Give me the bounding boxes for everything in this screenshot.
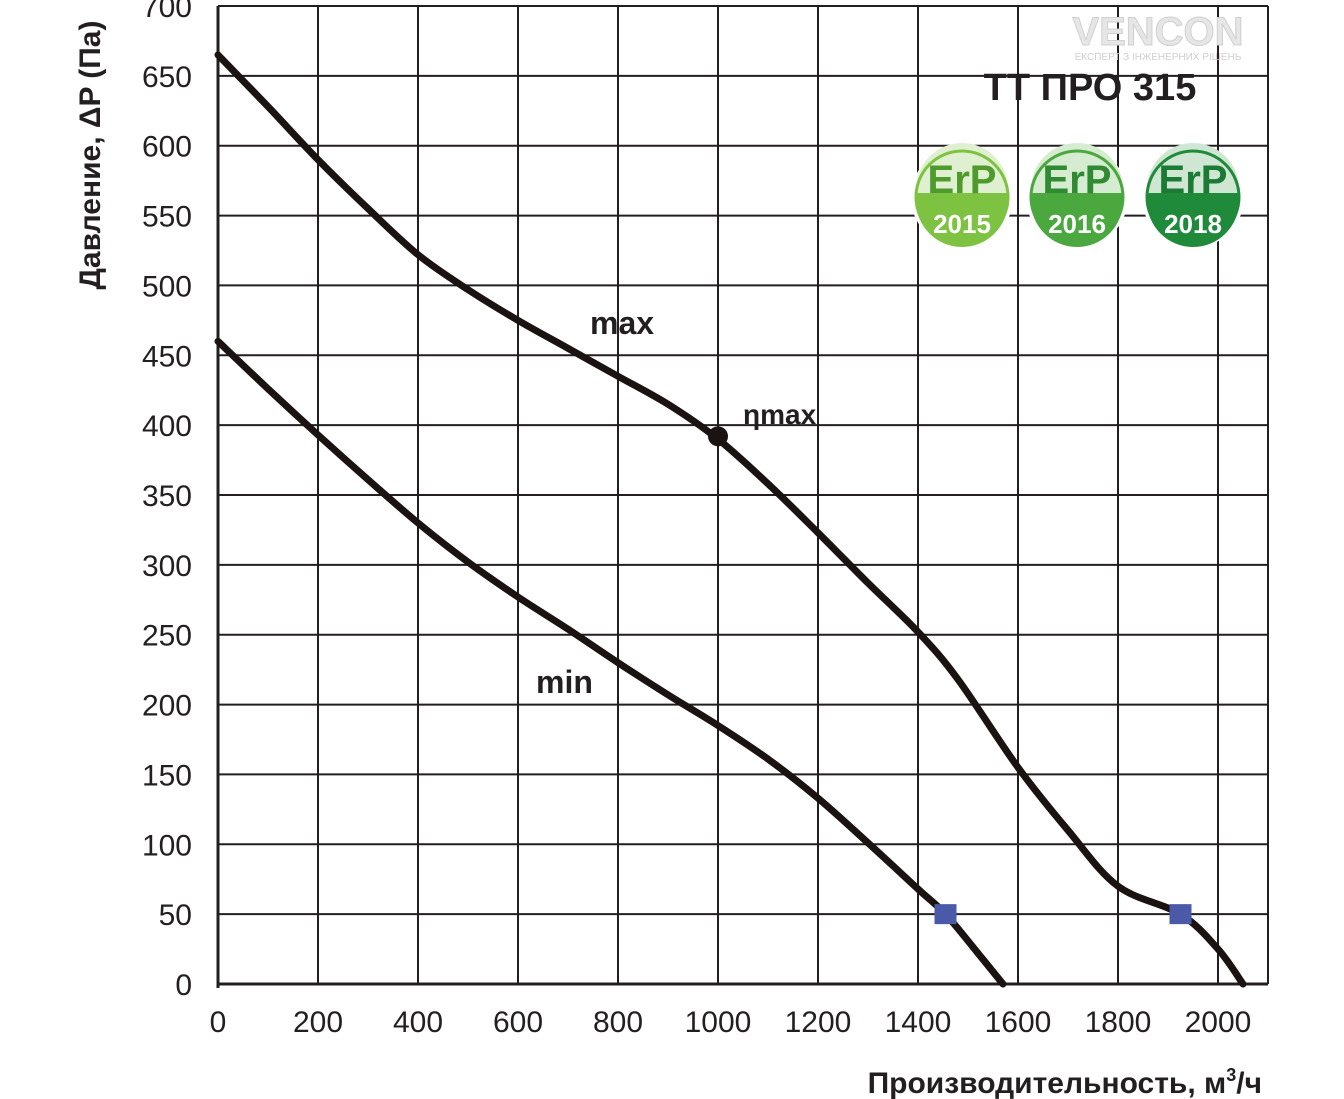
x-tick-label-1800: 1800 (1085, 1006, 1152, 1039)
model-title: ТТ ПРО 315 (984, 67, 1197, 109)
x-tick-label-2000: 2000 (1185, 1006, 1252, 1039)
x-axis-title-main: Производительность, м (868, 1067, 1227, 1099)
erp-badge-2016-text: ErP (1043, 158, 1112, 202)
x-tick-label-0: 0 (210, 1006, 227, 1039)
y-tick-label-650: 650 (142, 61, 192, 94)
x-tick-label-600: 600 (493, 1006, 543, 1039)
y-tick-label-250: 250 (142, 620, 192, 653)
curves (214, 51, 1247, 988)
tick-labels: 0 200 400 600 800 1000 1200 1400 1600 1800 2000 0 50… (142, 0, 1251, 1039)
erp-badge-2015-year: 2015 (933, 209, 991, 239)
x-tick-label-200: 200 (293, 1006, 343, 1039)
erp-badge-2018-text: ErP (1159, 158, 1228, 202)
erp-badge-2015-text: ErP (928, 158, 997, 202)
x-tick-label-400: 400 (393, 1006, 443, 1039)
max-curve-label: max (590, 305, 654, 341)
y-tick-label-50: 50 (159, 899, 192, 932)
erp-badge-2018: ErP 2018 (1142, 143, 1244, 248)
curve-max (214, 51, 1247, 988)
y-tick-label-200: 200 (142, 690, 192, 723)
x-tick-label-1600: 1600 (985, 1006, 1052, 1039)
erp-badge-2016: ErP 2016 (1026, 143, 1128, 248)
x-axis-title-sup: 3 (1226, 1065, 1236, 1085)
erp-badge-2015: ErP 2015 (911, 143, 1013, 248)
y-tick-label-0: 0 (175, 969, 192, 1002)
y-tick-label-450: 450 (142, 340, 192, 373)
x-tick-label-1400: 1400 (885, 1006, 952, 1039)
erp-badge-2016-year: 2016 (1048, 209, 1106, 239)
operating-point-marker-2 (1169, 904, 1192, 925)
eta-max-point (708, 426, 728, 447)
markers (708, 426, 1192, 925)
x-axis-title-tail: /ч (1236, 1067, 1262, 1099)
y-tick-label-700: 700 (142, 0, 192, 24)
y-tick-label-100: 100 (142, 829, 192, 862)
y-tick-label-500: 500 (142, 270, 192, 303)
x-tick-label-1000: 1000 (685, 1006, 752, 1039)
y-tick-label-550: 550 (142, 201, 192, 234)
y-axis-title: Давление, ΔP (Па) (74, 21, 107, 290)
logo-text: VENCON (1072, 10, 1243, 54)
y-tick-label-400: 400 (142, 410, 192, 443)
vencon-logo: VENCON ЕКСПЕРТ З ІНЖЕНЕРНИХ РІШЕНЬ (1072, 10, 1244, 64)
y-tick-label-150: 150 (142, 759, 192, 792)
grid (216, 5, 1269, 988)
y-tick-label-350: 350 (142, 480, 192, 513)
x-axis-title: Производительность, м3/ч (868, 1065, 1262, 1099)
eta-max-label: ηmax (743, 399, 817, 430)
y-tick-label-600: 600 (142, 131, 192, 164)
y-tick-label-300: 300 (142, 550, 192, 583)
logo-tagline: ЕКСПЕРТ З ІНЖЕНЕРНИХ РІШЕНЬ (1075, 52, 1242, 63)
operating-point-marker-1 (934, 904, 957, 925)
min-curve-label: min (536, 664, 593, 700)
erp-badge-2018-year: 2018 (1164, 209, 1222, 239)
x-tick-label-1200: 1200 (785, 1006, 852, 1039)
curve-min (214, 337, 1007, 988)
x-tick-label-800: 800 (593, 1006, 643, 1039)
